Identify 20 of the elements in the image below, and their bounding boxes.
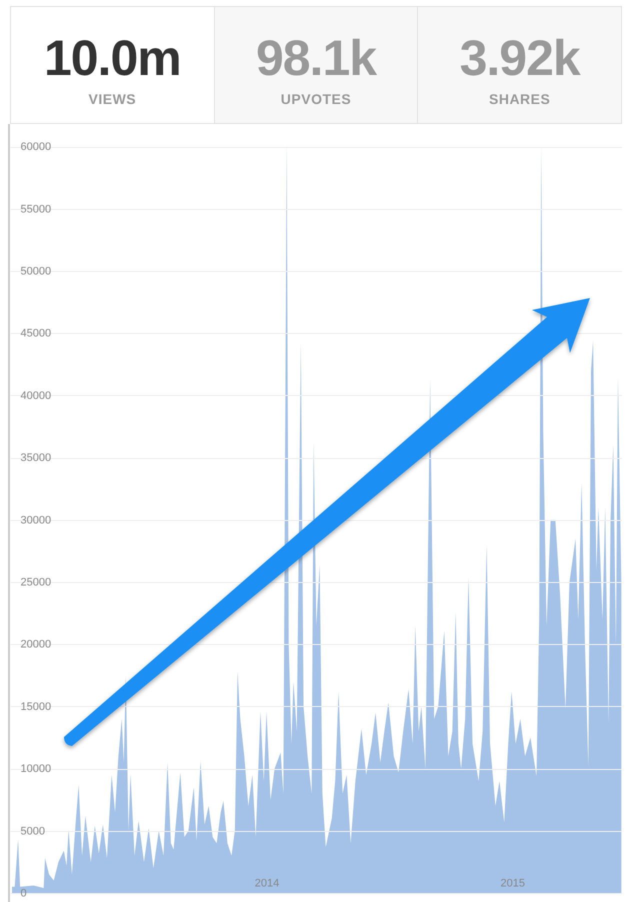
text: VIEWS: [88, 91, 138, 107]
y-tick-label: 15000: [20, 700, 52, 713]
y-tick-label: 45000: [20, 328, 52, 340]
y-tick-label: 10000: [20, 763, 52, 776]
y-tick-label: 40000: [20, 390, 52, 402]
y-tick-label: 60000: [20, 141, 52, 154]
text: UPVOTES: [280, 91, 352, 107]
y-tick-label: 5000: [20, 825, 45, 838]
y-tick-label: 20000: [20, 638, 52, 651]
text: 98.1k: [254, 29, 378, 87]
x-tick-label: 2015: [500, 878, 525, 890]
y-tick-label: 50000: [20, 266, 52, 278]
text: 10.0m: [42, 29, 182, 87]
x-tick-label: 2014: [254, 878, 280, 890]
y-tick-label: 25000: [20, 576, 52, 589]
y-tick-label: 55000: [20, 203, 52, 216]
y-tick-label: 35000: [20, 452, 52, 464]
text: SHARES: [488, 91, 552, 107]
y-tick-label: 30000: [20, 514, 52, 526]
text: 3.92k: [458, 29, 582, 87]
